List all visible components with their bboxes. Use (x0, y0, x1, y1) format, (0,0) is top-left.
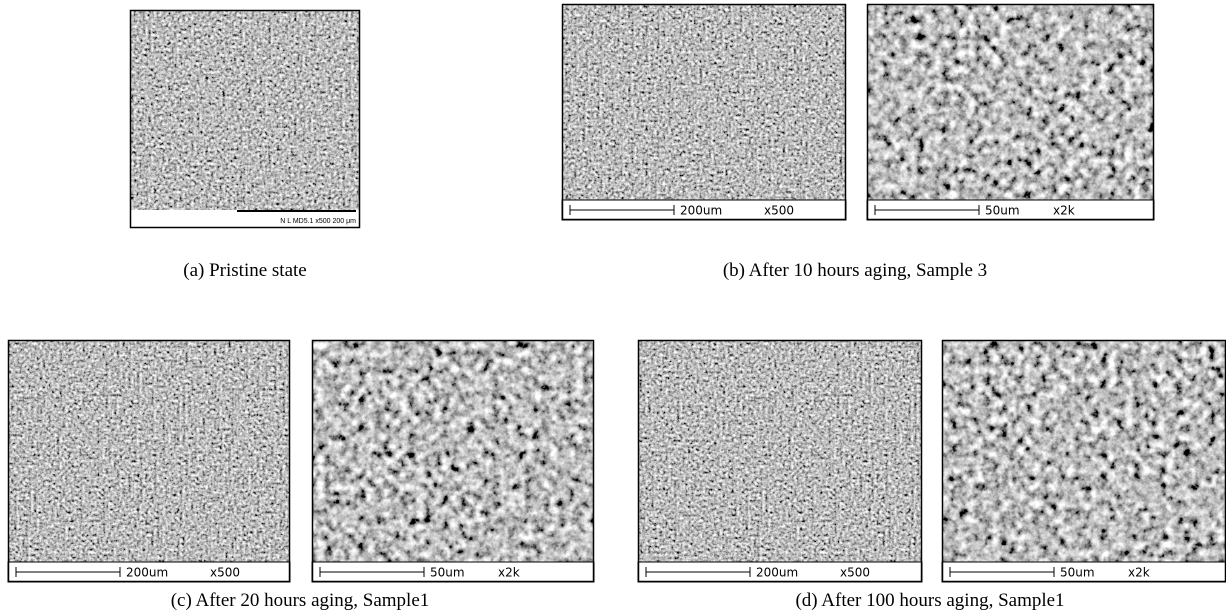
scale-label: 200um (756, 566, 798, 580)
sem-texture (942, 340, 1226, 582)
caption: (c) After 20 hours aging, Sample1 (171, 590, 430, 611)
magnification: x500 (210, 566, 240, 580)
scale-label: 200um (680, 204, 722, 218)
sem-texture (562, 4, 846, 220)
magnification: x2k (498, 566, 520, 580)
magnification: x500 (840, 566, 870, 580)
magnification: x2k (1053, 204, 1075, 218)
caption: (a) Pristine state (183, 260, 306, 281)
sem-texture (867, 4, 1154, 220)
image-info: N L MD5.1 x500 200 μm (280, 218, 356, 225)
scale-label: 200um (126, 566, 168, 580)
scale-label: 50um (1060, 566, 1095, 580)
sem-texture (8, 340, 290, 582)
magnification: x500 (764, 204, 794, 218)
sem-texture (638, 340, 922, 582)
sem-texture (130, 10, 360, 228)
sem-texture (312, 340, 594, 582)
figure: N L MD5.1 x500 200 μm (a) Pristine state 2… (0, 0, 1226, 615)
scale-label: 50um (985, 204, 1020, 218)
caption: (b) After 10 hours aging, Sample 3 (723, 260, 987, 281)
magnification: x2k (1128, 566, 1150, 580)
caption: (d) After 100 hours aging, Sample1 (795, 590, 1064, 611)
scale-label: 50um (430, 566, 465, 580)
